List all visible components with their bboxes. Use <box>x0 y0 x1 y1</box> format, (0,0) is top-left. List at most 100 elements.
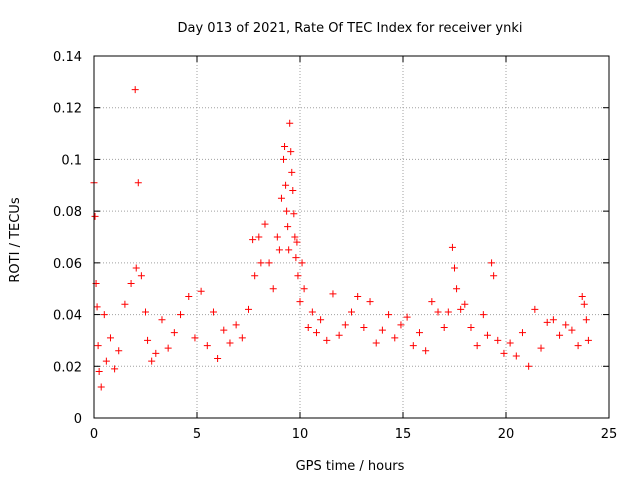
data-point <box>537 344 545 352</box>
plot-frame <box>93 55 610 419</box>
data-point <box>360 324 368 331</box>
data-point <box>584 336 592 344</box>
data-point <box>137 272 145 280</box>
data-point <box>500 349 508 357</box>
data-point <box>127 280 135 288</box>
data-point <box>490 272 498 280</box>
grid-lines <box>94 56 609 418</box>
data-point <box>280 155 288 163</box>
data-point <box>294 272 302 280</box>
data-point <box>568 326 576 334</box>
data-point <box>203 342 211 350</box>
data-point <box>440 324 448 331</box>
data-point <box>556 331 564 339</box>
data-point <box>134 179 142 187</box>
data-point <box>467 324 475 331</box>
data-point <box>255 233 263 241</box>
data-point <box>290 210 298 218</box>
data-point <box>531 305 539 313</box>
data-point <box>158 316 166 324</box>
data-point <box>238 334 246 342</box>
data-point <box>283 207 291 215</box>
data-point <box>483 331 491 339</box>
data-point <box>185 292 193 300</box>
data-point <box>366 298 374 306</box>
data-point <box>354 292 362 300</box>
data-point <box>111 365 119 373</box>
data-point <box>341 321 349 329</box>
y-tick-label: 0.08 <box>53 205 82 220</box>
data-point <box>461 300 469 308</box>
data-point <box>296 298 304 306</box>
data-point <box>177 311 185 319</box>
data-point <box>152 349 160 357</box>
data-point <box>91 212 99 220</box>
data-point <box>444 308 452 316</box>
x-tick-label: 10 <box>292 427 309 442</box>
y-tick-label: 0 <box>74 412 82 427</box>
data-point <box>232 321 240 329</box>
data-point <box>249 236 257 244</box>
data-point <box>281 143 289 150</box>
data-point <box>323 336 331 344</box>
data-point <box>329 290 337 298</box>
data-point <box>397 321 405 329</box>
data-point <box>164 344 172 352</box>
data-point <box>457 305 465 313</box>
y-tick-label: 0.04 <box>53 309 82 324</box>
data-point <box>292 254 300 262</box>
data-point <box>312 329 320 337</box>
data-point <box>385 311 393 319</box>
data-point <box>298 259 306 267</box>
data-point <box>191 334 199 342</box>
x-tick-label: 20 <box>498 427 515 442</box>
data-point <box>197 287 205 295</box>
data-point <box>562 321 570 329</box>
data-point <box>506 339 514 347</box>
data-point <box>275 246 283 254</box>
data-point <box>102 357 110 365</box>
data-point <box>293 238 301 246</box>
data-point <box>372 339 380 347</box>
chart-title: Day 013 of 2021, Rate Of TEC Index for r… <box>178 21 523 36</box>
data-point <box>144 336 152 344</box>
data-point <box>300 285 308 293</box>
data-point <box>214 355 222 363</box>
data-point <box>304 324 312 331</box>
data-point <box>115 347 123 355</box>
data-point <box>479 311 487 319</box>
x-axis-label: GPS time / hours <box>296 459 405 474</box>
data-point <box>95 367 103 375</box>
data-point <box>148 357 156 365</box>
data-point <box>100 311 108 319</box>
data-point <box>251 272 259 280</box>
data-point <box>580 300 588 308</box>
data-point <box>269 285 277 293</box>
data-point <box>582 316 590 324</box>
data-point <box>317 316 325 324</box>
data-point <box>93 303 101 311</box>
data-point <box>106 334 114 342</box>
data-point <box>287 148 295 156</box>
data-point <box>245 305 252 313</box>
data-point <box>348 308 355 316</box>
data-point <box>378 326 386 334</box>
data-point <box>518 329 526 337</box>
data-point <box>132 264 140 272</box>
data-point <box>273 233 281 241</box>
data-point <box>473 342 481 350</box>
data-point <box>549 316 557 324</box>
data-point <box>285 246 293 254</box>
data-point <box>94 342 102 350</box>
data-point <box>488 259 496 267</box>
data-point <box>277 194 285 202</box>
data-point <box>415 329 423 337</box>
data-point <box>391 334 399 342</box>
y-tick-label: 0.06 <box>53 257 82 272</box>
y-axis-label: ROTI / TECUs <box>8 197 23 282</box>
data-point <box>335 331 343 339</box>
data-point <box>428 298 436 306</box>
data-point <box>494 336 502 344</box>
y-tick-label: 0.12 <box>53 102 82 117</box>
